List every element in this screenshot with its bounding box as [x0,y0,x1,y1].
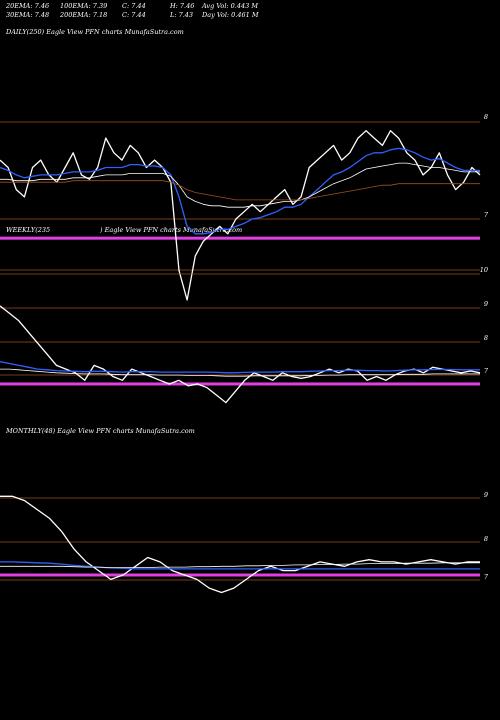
monthly-ema_white-line [0,562,480,568]
monthly-tick-8: 8 [483,535,488,543]
avg-vol-value: Avg Vol: 0.443 M [202,2,259,10]
daily-tick-8: 8 [483,113,488,121]
day-vol-value: Day Vol: 0.461 M [202,11,259,19]
monthly-panel-label: MONTHLY(48) Eagle View PFN charts Munafa… [6,427,195,435]
close-value: C: 7.44 [122,2,146,10]
daily-ema_white-line [0,162,480,208]
weekly-ema_white-line [0,368,480,377]
weekly-tick-7: 7 [483,367,488,375]
ema100-value: 100EMA: 7.39 [60,2,108,10]
daily-ema_brown-line [0,180,480,201]
monthly-tick-7: 7 [483,573,488,581]
ema30-value: 30EMA: 7.48 [6,11,50,19]
daily-support-band [0,236,480,240]
close-value-2: C: 7.44 [122,11,146,19]
ema20-value: 20EMA: 7.46 [6,2,50,10]
monthly-price-line [0,495,480,594]
weekly-support-band [0,382,480,386]
weekly-price-line [0,305,481,404]
weekly-tick-10: 10 [479,266,488,274]
daily-panel-label: DAILY(250) Eagle View PFN charts MunafaS… [6,28,184,36]
weekly-ema_blue-line [0,361,480,374]
weekly-panel-label-right: ) Eagle View PFN charts MunafaSutra.com [100,226,243,234]
ema200-value: 200EMA: 7.18 [60,11,108,19]
monthly-tick-9: 9 [483,491,488,499]
low-value: L: 7.43 [170,11,194,19]
daily-price-line [0,130,481,301]
weekly-panel-label-left: WEEKLY(235 [6,226,51,234]
weekly-tick-8: 8 [483,334,488,342]
monthly-support-band [0,573,480,577]
daily-tick-7: 7 [483,211,488,219]
weekly-tick-9: 9 [483,300,488,308]
daily-ema_blue-line [0,147,480,235]
high-value: H: 7.46 [170,2,195,10]
monthly-ema_blue-line [0,561,480,570]
